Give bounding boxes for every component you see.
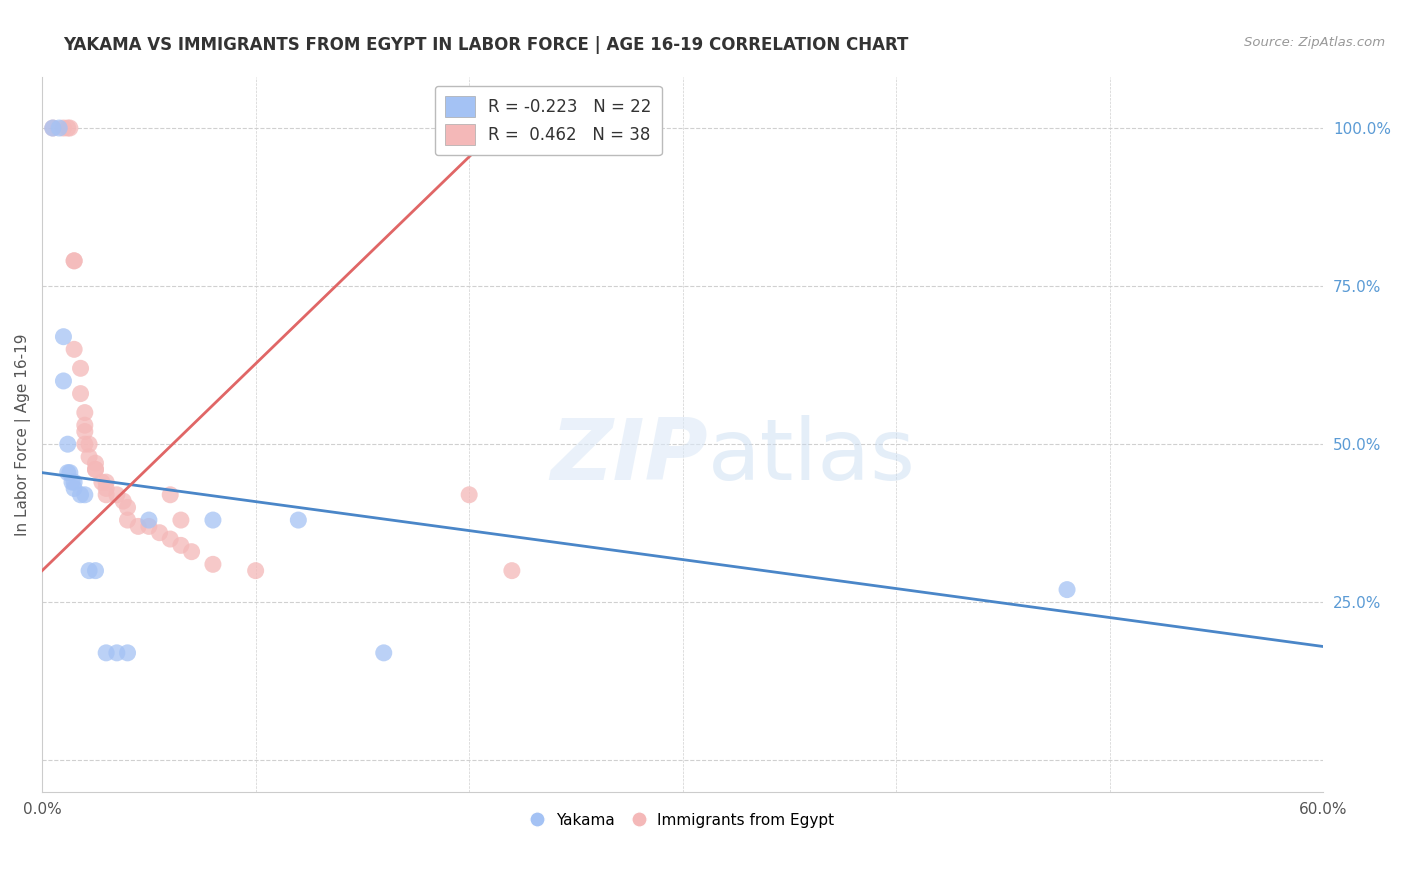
- Point: [501, 564, 523, 578]
- Point: [73, 406, 96, 420]
- Point: [77, 450, 100, 464]
- Point: [373, 646, 395, 660]
- Point: [138, 513, 160, 527]
- Point: [52, 374, 75, 388]
- Point: [63, 482, 86, 496]
- Point: [105, 488, 128, 502]
- Point: [73, 488, 96, 502]
- Point: [63, 343, 86, 357]
- Point: [1056, 582, 1078, 597]
- Point: [69, 361, 91, 376]
- Point: [84, 462, 107, 476]
- Point: [245, 564, 267, 578]
- Legend: Yakama, Immigrants from Egypt: Yakama, Immigrants from Egypt: [524, 807, 841, 834]
- Point: [458, 488, 481, 502]
- Point: [201, 558, 224, 572]
- Point: [112, 494, 135, 508]
- Point: [96, 646, 118, 660]
- Point: [56, 437, 79, 451]
- Point: [90, 475, 112, 489]
- Point: [63, 253, 86, 268]
- Point: [127, 519, 149, 533]
- Text: atlas: atlas: [709, 415, 917, 498]
- Point: [59, 466, 82, 480]
- Point: [52, 121, 75, 136]
- Point: [60, 475, 83, 489]
- Point: [63, 475, 86, 489]
- Point: [117, 513, 139, 527]
- Point: [73, 425, 96, 439]
- Point: [180, 544, 202, 558]
- Text: Source: ZipAtlas.com: Source: ZipAtlas.com: [1244, 36, 1385, 49]
- Point: [63, 253, 86, 268]
- Point: [117, 646, 139, 660]
- Point: [287, 513, 309, 527]
- Point: [117, 500, 139, 515]
- Point: [96, 488, 118, 502]
- Point: [170, 513, 193, 527]
- Point: [56, 466, 79, 480]
- Point: [69, 488, 91, 502]
- Point: [73, 418, 96, 433]
- Text: YAKAMA VS IMMIGRANTS FROM EGYPT IN LABOR FORCE | AGE 16-19 CORRELATION CHART: YAKAMA VS IMMIGRANTS FROM EGYPT IN LABOR…: [63, 36, 908, 54]
- Point: [138, 519, 160, 533]
- Point: [73, 437, 96, 451]
- Point: [77, 564, 100, 578]
- Point: [96, 475, 118, 489]
- Point: [42, 121, 65, 136]
- Point: [105, 646, 128, 660]
- Point: [84, 456, 107, 470]
- Text: ZIP: ZIP: [551, 415, 709, 498]
- Point: [170, 538, 193, 552]
- Point: [69, 386, 91, 401]
- Point: [56, 121, 79, 136]
- Point: [159, 532, 181, 546]
- Y-axis label: In Labor Force | Age 16-19: In Labor Force | Age 16-19: [15, 334, 31, 536]
- Point: [201, 513, 224, 527]
- Point: [48, 121, 70, 136]
- Point: [42, 121, 65, 136]
- Point: [84, 462, 107, 476]
- Point: [96, 482, 118, 496]
- Point: [52, 329, 75, 343]
- Point: [148, 525, 170, 540]
- Point: [77, 437, 100, 451]
- Point: [59, 121, 82, 136]
- Point: [159, 488, 181, 502]
- Point: [84, 564, 107, 578]
